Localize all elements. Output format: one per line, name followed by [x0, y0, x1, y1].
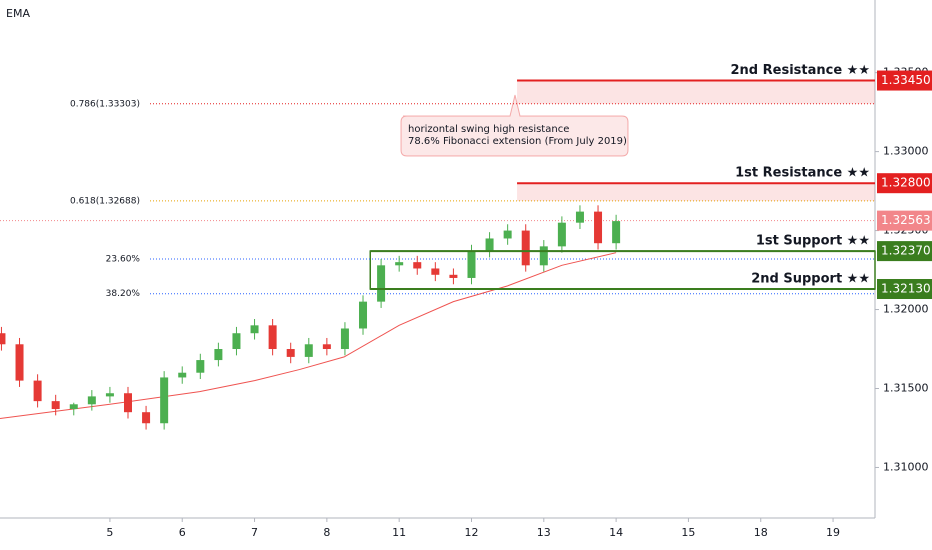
y-tick-label: 1.31500 — [883, 382, 929, 395]
x-tick-label: 14 — [609, 526, 623, 539]
x-tick-label: 7 — [251, 526, 258, 539]
level-tag-label: 1.32130 — [881, 282, 931, 296]
candle-body — [268, 325, 277, 350]
fib-label: 23.60% — [106, 255, 141, 265]
candle-body — [340, 328, 349, 350]
candle-body — [160, 377, 169, 424]
x-tick-label: 11 — [392, 526, 406, 539]
annotation-text: horizontal swing high resistance — [408, 124, 569, 135]
candle-body — [612, 221, 621, 244]
candle-body — [377, 265, 386, 302]
candle-body — [214, 349, 223, 361]
candle-body — [485, 238, 494, 252]
current-price-label: 1.32563 — [881, 213, 931, 227]
candle-body — [0, 333, 6, 345]
x-tick-label: 6 — [179, 526, 186, 539]
candle-body — [286, 349, 295, 357]
candle-body — [467, 251, 476, 278]
x-tick-label: 19 — [826, 526, 840, 539]
candle-body — [232, 333, 241, 350]
candle-body — [395, 262, 404, 266]
level-name: 2nd Support ★★ — [751, 272, 870, 287]
candle-body — [123, 393, 132, 413]
candle-body — [322, 344, 331, 350]
fib-label: 38.20% — [106, 289, 141, 299]
x-tick-label: 18 — [754, 526, 768, 539]
candle-body — [69, 404, 78, 410]
candle-body — [142, 412, 151, 424]
candle-body — [575, 211, 584, 223]
resistance-zone — [517, 183, 875, 201]
level-name: 1st Support ★★ — [756, 234, 870, 249]
y-tick-label: 1.33000 — [883, 145, 929, 158]
level-tag — [877, 173, 932, 194]
candle-body — [413, 262, 422, 269]
candle-body — [557, 222, 566, 247]
fib-label: 0.786(1.33303) — [70, 99, 140, 109]
level-tag-label: 1.32800 — [881, 176, 931, 190]
candle-body — [539, 246, 548, 266]
candle-body — [105, 393, 114, 397]
candle-body — [250, 325, 259, 334]
candle-body — [196, 360, 205, 373]
level-tag — [877, 70, 932, 91]
candle-body — [51, 401, 60, 410]
level-name: 2nd Resistance ★★ — [731, 63, 871, 78]
candle-body — [15, 344, 24, 381]
candle-body — [33, 380, 42, 402]
annotation-box — [400, 94, 629, 157]
annotation-text: 78.6% Fibonacci extension (From July 201… — [408, 136, 627, 147]
x-tick-label: 12 — [464, 526, 478, 539]
y-tick-label: 1.31000 — [883, 460, 929, 473]
x-tick-label: 15 — [681, 526, 695, 539]
legend: EMA — [6, 7, 30, 20]
candle-body — [431, 268, 440, 275]
candle-body — [304, 344, 313, 357]
candle-body — [503, 230, 512, 239]
current-price-tag — [877, 210, 932, 231]
level-tag-label: 1.33450 — [881, 73, 931, 87]
level-tag-label: 1.32370 — [881, 244, 931, 258]
x-tick-label: 5 — [106, 526, 113, 539]
candle-body — [594, 211, 603, 244]
level-tag — [877, 279, 932, 300]
x-tick-label: 13 — [537, 526, 551, 539]
level-name: 1st Resistance ★★ — [735, 166, 870, 181]
fib-label: 0.618(1.32688) — [70, 196, 140, 206]
level-tag — [877, 241, 932, 262]
y-tick-label: 1.32000 — [883, 303, 929, 316]
candle-body — [178, 372, 187, 378]
candle-body — [87, 396, 96, 405]
resistance-zone — [517, 80, 875, 104]
candle-body — [449, 274, 458, 278]
candle-body — [359, 301, 368, 329]
ema-line — [0, 252, 617, 420]
x-tick-label: 8 — [323, 526, 330, 539]
candle-body — [521, 230, 530, 266]
